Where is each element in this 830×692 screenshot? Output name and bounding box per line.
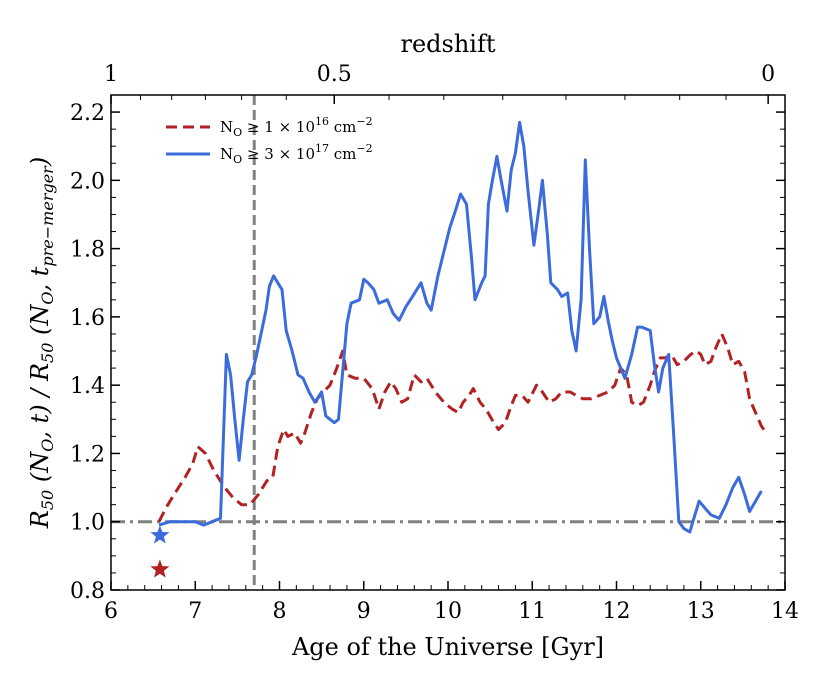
x-tick-label: 11 [518, 599, 546, 624]
series-line-1 [158, 120, 763, 534]
plot-frame [110, 94, 786, 591]
series-layer [157, 120, 768, 534]
x-tick-label: 6 [104, 599, 118, 624]
x-tick-label: 9 [357, 599, 371, 624]
legend-label-1: NO ≥ 3 × 1017 cm−2 [220, 142, 373, 166]
y-tick-label: 0.8 [70, 579, 105, 604]
series-line-0 [157, 332, 768, 523]
y-tick-label: 2.2 [70, 101, 105, 126]
marker-layer [150, 525, 170, 578]
x-tick-label: 13 [687, 599, 715, 624]
star-marker-1 [150, 525, 170, 544]
tick-layer: 6 7 8 9 10 11 12 13 140.81.01.21.41.61.82.02.21 0… [70, 62, 799, 624]
top-tick-label: 0 [761, 62, 775, 87]
top-tick-label: 0.5 [317, 62, 352, 87]
y-tick-label: 2.0 [70, 169, 105, 194]
x-tick-label: 12 [603, 599, 631, 624]
legend: NO ≥ 1 × 1016 cm−2 NO ≥ 3 × 1017 cm−2 [166, 115, 373, 166]
legend-label-0: NO ≥ 1 × 1016 cm−2 [220, 115, 373, 139]
star-marker-0 [150, 559, 170, 578]
x-tick-label: 7 [188, 599, 202, 624]
y-tick-label: 1.8 [70, 238, 105, 263]
x-tick-label: 14 [771, 599, 799, 624]
y-axis-label: R50 (NO, t) / R50 (NO, tpre−merger) [26, 157, 57, 529]
top-tick-label: 1 [104, 62, 118, 87]
x-axis-label: Age of the Universe [Gyr] [291, 633, 604, 661]
y-tick-label: 1.6 [70, 306, 105, 331]
top-axis-label: redshift [400, 30, 495, 58]
y-tick-label: 1.2 [70, 442, 105, 467]
y-tick-label: 1.0 [70, 511, 105, 536]
x-tick-label: 10 [434, 599, 462, 624]
x-tick-label: 8 [273, 599, 287, 624]
y-tick-label: 1.4 [70, 374, 105, 399]
reference-lines [111, 95, 785, 590]
